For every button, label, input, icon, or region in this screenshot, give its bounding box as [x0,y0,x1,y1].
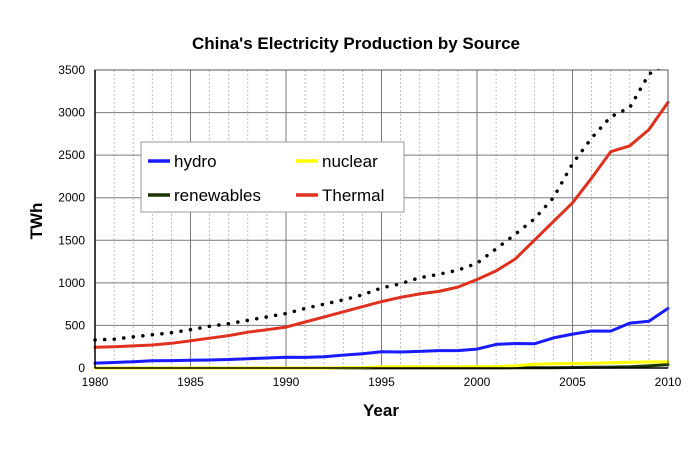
axes: 1980 1985 1990 1995 2000 2005 2010 0 500 1000 1500… [58,63,681,389]
legend-label-hydro: hydro [174,152,217,171]
series-line-total [93,59,670,342]
y-tick-label: 1000 [58,276,85,290]
top-mask [93,0,686,69]
legend-label-thermal: Thermal [322,186,384,205]
y-tick-label: 3000 [58,106,85,120]
legend: hydro nuclear renewables Thermal [140,141,405,213]
x-tick-label: 2005 [559,375,586,389]
x-tick-label: 1985 [177,375,204,389]
legend-label-renewables: renewables [174,186,261,205]
x-axis-label: Year [363,401,399,420]
y-tick-label: 500 [65,318,85,332]
series-lines [93,0,686,370]
y-tick-label: 2500 [58,148,85,162]
x-tick-label: 2000 [464,375,491,389]
gridlines [95,69,669,368]
series-line-hydro [93,306,670,365]
y-axis-label: TWh [27,203,46,240]
x-tick-label: 2010 [655,375,682,389]
x-tick-label: 1995 [368,375,395,389]
y-tick-label: 2000 [58,191,85,205]
y-tick-label: 3500 [58,63,85,77]
y-tick-label: 0 [78,361,85,375]
x-tick-label: 1990 [273,375,300,389]
x-tick-label: 1980 [82,375,109,389]
series-line-thermal [93,100,670,349]
chart-title: China's Electricity Production by Source [192,34,520,53]
legend-label-nuclear: nuclear [322,152,378,171]
y-tick-label: 1500 [58,233,85,247]
legend-box [140,141,405,213]
